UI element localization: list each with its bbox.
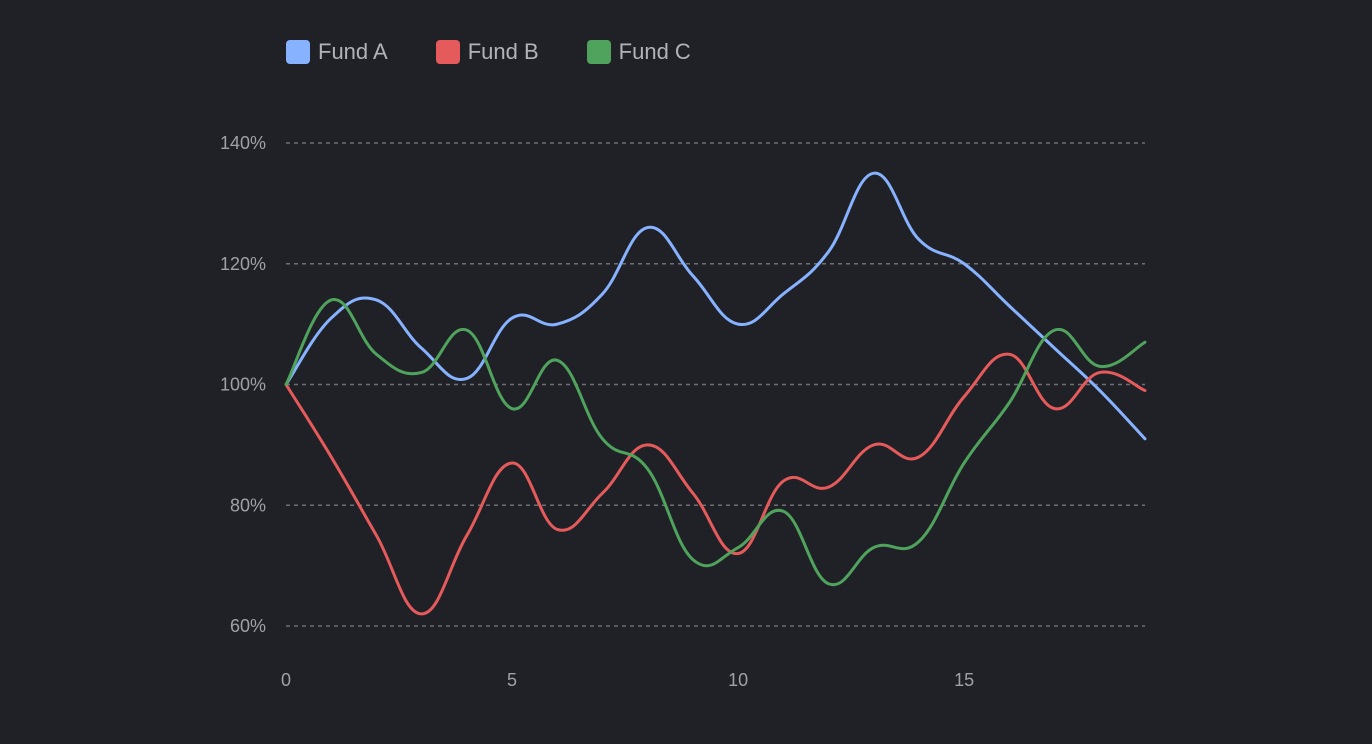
legend-label-fund-b: Fund B (467, 39, 539, 64)
y-tick-label: 80% (230, 495, 266, 515)
legend-swatch-fund-b (435, 40, 460, 64)
y-tick-label: 140% (220, 133, 266, 153)
x-tick-label: 0 (281, 670, 291, 690)
y-tick-label: 120% (220, 254, 266, 274)
series-line-fund-a[interactable] (284, 171, 1147, 441)
x-axis-ticks: 0 5 10 15 (281, 670, 974, 690)
chart-legend: Fund A Fund B Fund C (286, 38, 739, 66)
x-tick-label: 5 (507, 670, 517, 690)
legend-item-fund-a[interactable]: Fund A (286, 39, 388, 65)
series-lines (284, 171, 1147, 616)
y-tick-label: 100% (220, 375, 266, 395)
x-tick-label: 15 (954, 670, 974, 690)
legend-item-fund-c[interactable]: Fund C (586, 39, 691, 65)
legend-label-fund-a: Fund A (318, 39, 388, 64)
series-line-fund-b[interactable] (284, 352, 1147, 616)
y-axis-ticks: 60% 80% 100% 120% 140% (220, 133, 266, 636)
series-line-fund-c[interactable] (284, 298, 1147, 587)
y-tick-label: 60% (230, 616, 266, 636)
x-tick-label: 10 (728, 670, 748, 690)
legend-item-fund-b[interactable]: Fund B (435, 39, 539, 65)
legend-swatch-fund-c (586, 40, 611, 64)
grid-lines (286, 142, 1145, 627)
legend-swatch-fund-a (286, 40, 310, 64)
legend-label-fund-c: Fund C (618, 39, 691, 64)
